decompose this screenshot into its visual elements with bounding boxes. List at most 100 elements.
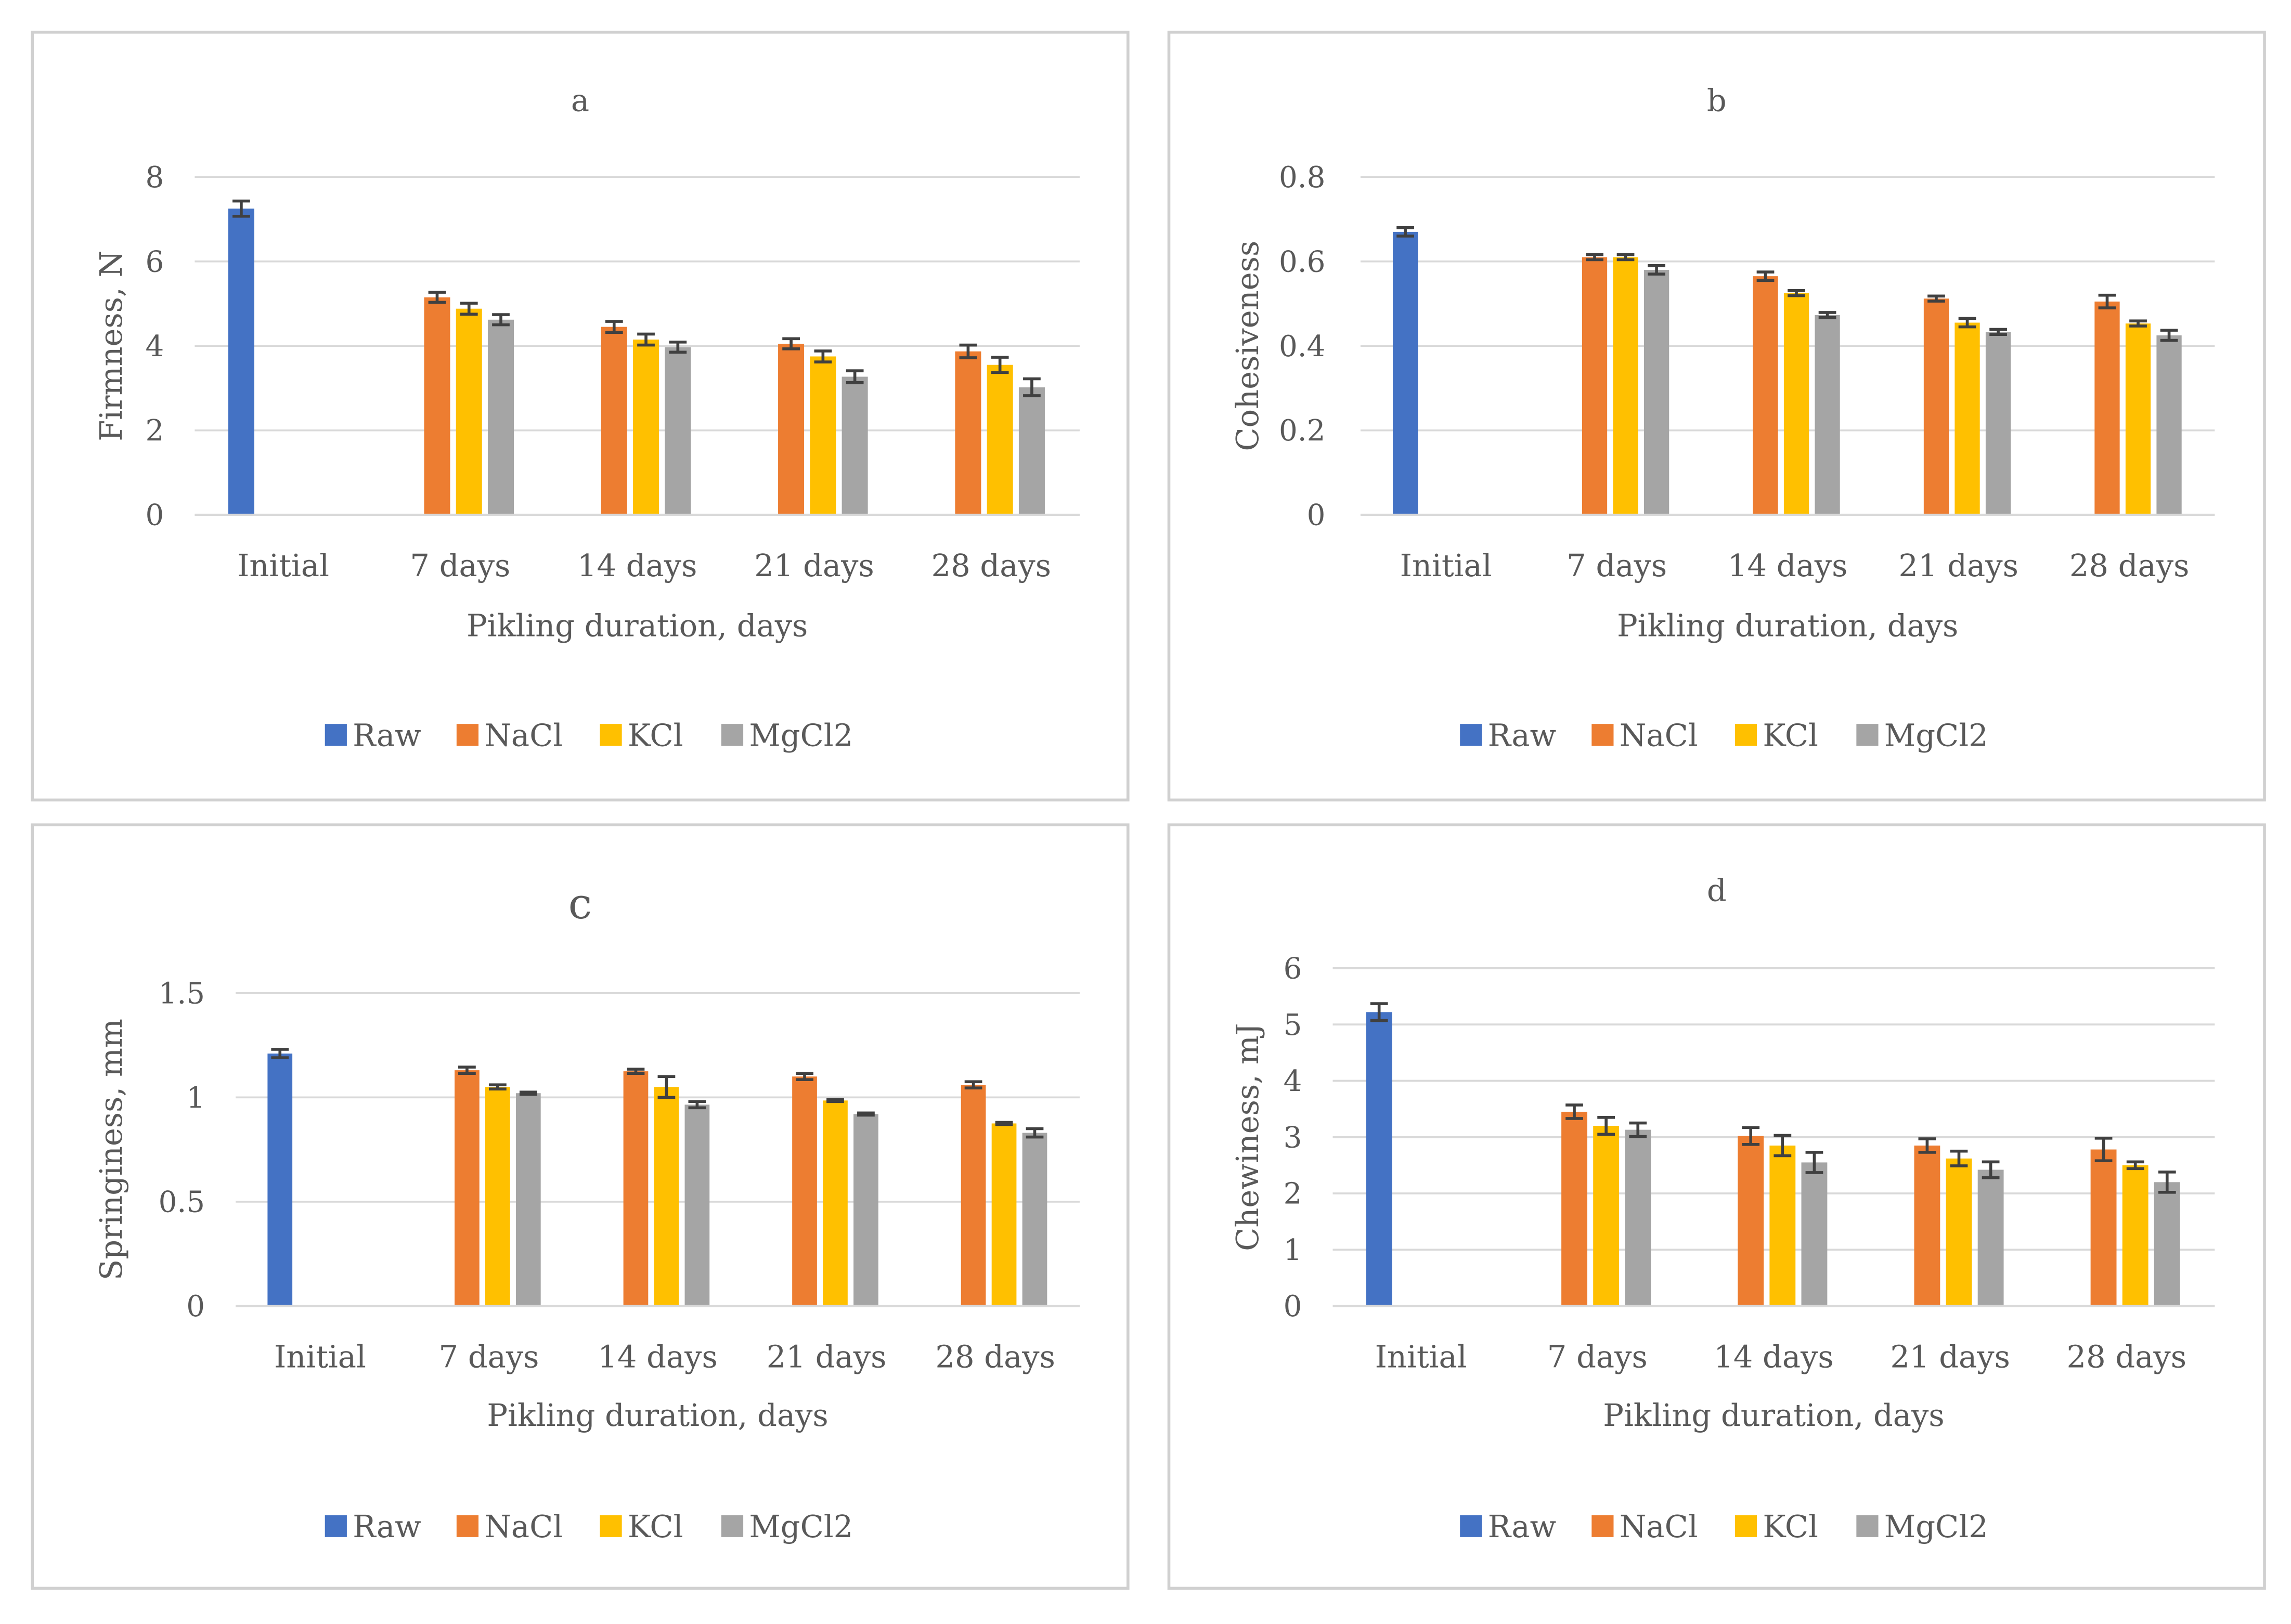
bar-nacl-14-days (623, 1071, 649, 1306)
bar-raw-initial (267, 1054, 293, 1306)
error-bar (519, 1090, 537, 1096)
bar-kcl-21-days (810, 356, 836, 515)
error-bar (1950, 1149, 1968, 1167)
bar-kcl-7-days (1593, 1126, 1620, 1306)
chart-panel-b: b 0 0.2 0.4 0.6 0.8 Cohesiveness Initial 7 days 1… (1167, 31, 2266, 802)
y-tick-label: 0.6 (1279, 245, 1325, 279)
legend-label-raw: Raw (1488, 1509, 1557, 1544)
bar-kcl-14-days (633, 339, 659, 515)
y-tick-label: 2 (1284, 1177, 1302, 1211)
legend-swatch-raw (325, 1515, 347, 1537)
x-tick-label: 21 days (1890, 1339, 2010, 1375)
x-tick-label: 21 days (754, 548, 874, 583)
bar-mgcl2-14-days (665, 347, 691, 515)
error-bar (1756, 270, 1775, 282)
bar-nacl-7-days (424, 297, 450, 515)
bar-kcl-14-days (1769, 1145, 1796, 1306)
error-bar (657, 1075, 676, 1099)
x-tick-label: 7 days (410, 548, 510, 583)
error-bar (1958, 317, 1976, 329)
error-bar (846, 369, 864, 384)
bar-mgcl2-7-days (515, 1093, 541, 1306)
chart-title: d (1707, 872, 1727, 908)
error-bar (1788, 289, 1805, 297)
bar-nacl-21-days (1923, 298, 1949, 515)
bar-mgcl2-28-days (1018, 387, 1045, 515)
legend-swatch-raw (1460, 1515, 1482, 1537)
legend-label-raw: Raw (353, 717, 421, 753)
bar-kcl-7-days (1613, 257, 1638, 515)
bar-mgcl2-7-days (488, 319, 514, 515)
y-axis-label: Cohesiveness (1229, 241, 1265, 451)
chart-title: a (571, 83, 589, 119)
y-tick-label: 0 (1307, 499, 1326, 532)
bar-raw-initial (1366, 1012, 1392, 1306)
error-bar (1989, 328, 2007, 336)
error-bar (488, 1083, 507, 1091)
legend-label-mgcl2: MgCl2 (1884, 1509, 1988, 1544)
y-tick-label: 6 (146, 245, 164, 279)
bar-mgcl2-7-days (1643, 269, 1669, 515)
error-bar (2160, 329, 2178, 342)
bar-kcl-7-days (456, 308, 482, 515)
error-bar (669, 341, 687, 354)
x-axis-label: Pikling duration, days (487, 1397, 828, 1433)
chart-panel-a: a 0 2 4 6 8 Firmness, N Initial 7 days 14 days 21 … (31, 31, 1130, 802)
y-tick-label: 2 (146, 414, 164, 448)
x-tick-label: 28 days (2067, 1339, 2187, 1375)
x-axis-label: Pikling duration, days (467, 607, 808, 643)
error-bar (605, 320, 623, 334)
legend: Raw NaCl KCl MgCl2 (325, 717, 853, 753)
y-tick-label: 1 (1284, 1233, 1302, 1267)
bar-mgcl2-21-days (1985, 332, 2011, 515)
legend-swatch-nacl (1591, 724, 1614, 746)
bar-nacl-7-days (455, 1070, 480, 1306)
legend-label-kcl: KCl (1763, 1509, 1818, 1544)
y-tick-label: 4 (146, 330, 164, 363)
y-tick-label: 0.2 (1279, 414, 1325, 448)
y-tick-label: 0 (146, 499, 164, 532)
bar-nacl-28-days (955, 351, 981, 515)
error-bar (1370, 1002, 1388, 1022)
error-bar (2129, 319, 2147, 328)
bar-mgcl2-14-days (1801, 1162, 1828, 1306)
legend-label-kcl: KCl (1763, 717, 1818, 753)
error-bar (826, 1098, 844, 1103)
bar-nacl-14-days (601, 327, 627, 515)
bar-kcl-28-days (991, 1123, 1017, 1306)
bar-kcl-28-days (987, 365, 1013, 515)
x-tick-label: 7 days (438, 1339, 539, 1375)
error-bar (959, 343, 977, 359)
y-tick-label: 0.5 (159, 1186, 205, 1219)
error-bar (782, 337, 800, 350)
bar-raw-initial (228, 209, 254, 515)
error-bar (492, 313, 510, 327)
x-tick-label: 28 days (931, 548, 1051, 583)
x-tick-label: 21 days (767, 1339, 887, 1375)
panel-frame (1167, 823, 2266, 1590)
x-axis-label: Pikling duration, days (1617, 607, 1958, 643)
bar-kcl-14-days (1783, 293, 1809, 515)
legend-label-raw: Raw (353, 1509, 421, 1544)
bar-nacl-28-days (2090, 1149, 2117, 1306)
x-tick-label: 14 days (598, 1339, 718, 1375)
bar-mgcl2-7-days (1625, 1129, 1651, 1306)
error-bar (1918, 1137, 1936, 1154)
x-tick-label: 28 days (2069, 548, 2190, 583)
y-tick-label: 0.8 (1279, 161, 1325, 194)
bar-nacl-14-days (1753, 276, 1778, 515)
error-bar (458, 1066, 476, 1075)
legend-label-nacl: NaCl (484, 717, 563, 753)
legend-label-mgcl2: MgCl2 (1884, 717, 1988, 753)
error-bar (1805, 1151, 1823, 1174)
error-bar (995, 1121, 1013, 1126)
bar-mgcl2-28-days (2156, 335, 2182, 515)
error-bar (1616, 253, 1635, 262)
legend-swatch-kcl (600, 724, 622, 746)
legend-swatch-kcl (1735, 724, 1757, 746)
legend-label-nacl: NaCl (1620, 717, 1698, 753)
error-bar (1565, 1103, 1583, 1120)
x-tick-label: Initial (237, 548, 329, 583)
y-tick-label: 3 (1284, 1121, 1302, 1154)
